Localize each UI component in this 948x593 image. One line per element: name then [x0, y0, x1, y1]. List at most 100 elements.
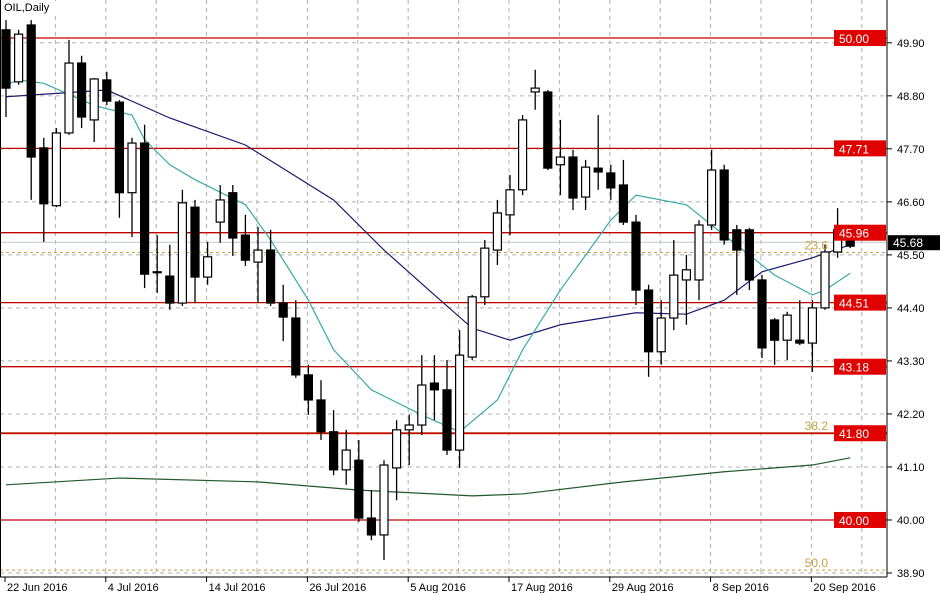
- level-label: 44.51: [839, 297, 869, 311]
- level-badge: [834, 425, 886, 442]
- candle-bear: [631, 221, 641, 291]
- candle-bear: [643, 289, 654, 353]
- candle-bull: [480, 247, 490, 298]
- moving-average-line: [5, 79, 851, 433]
- candle-bear: [140, 142, 150, 275]
- level-label: 41.80: [839, 427, 869, 441]
- level-badge: [834, 29, 886, 46]
- candle-bull: [417, 384, 427, 426]
- candle-bear: [316, 399, 326, 433]
- axes: [0, 0, 888, 578]
- candle-bear: [303, 374, 313, 401]
- candle-bear: [329, 431, 339, 471]
- candle-bull: [177, 202, 187, 304]
- x-tick-label: 4 Jul 2016: [108, 582, 159, 593]
- level-badge: [834, 294, 886, 311]
- candle-bull: [807, 307, 818, 344]
- candle-bear: [744, 229, 755, 281]
- candle-bull: [580, 166, 591, 198]
- candle-bear: [102, 79, 112, 102]
- y-tick-label: 44.40: [897, 303, 925, 315]
- level-badge: [834, 511, 886, 528]
- x-tick-label: 20 Sep 2016: [813, 582, 875, 593]
- y-tick-label: 49.90: [897, 38, 925, 50]
- candle-bear: [429, 382, 439, 391]
- x-tick-label: 26 Jul 2016: [309, 582, 366, 593]
- candle-bear: [228, 192, 238, 239]
- candle-bull: [455, 354, 465, 451]
- candle-bear: [266, 249, 276, 304]
- level-badge: [834, 140, 886, 157]
- level-label: 50.00: [839, 32, 869, 46]
- candle-bear: [732, 229, 742, 251]
- candle-bear: [114, 101, 125, 194]
- moving-average-line: [5, 89, 851, 341]
- x-tick-label: 5 Aug 2016: [410, 582, 466, 593]
- x-tick-label: 29 Aug 2016: [612, 582, 674, 593]
- grid: [0, 0, 887, 577]
- x-tick-label: 8 Sep 2016: [713, 582, 769, 593]
- fib-label: 38.2: [805, 419, 829, 433]
- fib-label: 23.6: [805, 238, 829, 252]
- candle-bull: [64, 62, 74, 134]
- candle-bull: [555, 156, 566, 166]
- candle-bull: [681, 269, 692, 281]
- y-tick-label: 38.90: [897, 568, 925, 580]
- candle-bear: [757, 279, 767, 349]
- candle-bear: [291, 317, 301, 376]
- candle-bear: [26, 24, 36, 158]
- candle-bear: [795, 339, 805, 344]
- y-tick-label: 47.70: [897, 144, 925, 156]
- candle-bear: [39, 147, 49, 205]
- candle-bull: [782, 314, 792, 341]
- candle-bull: [253, 249, 263, 263]
- candle-bear: [769, 319, 780, 341]
- y-tick-label: 48.80: [897, 91, 925, 103]
- candle-bear: [618, 184, 629, 223]
- y-tick-label: 40.00: [897, 515, 925, 527]
- candle-bull: [215, 199, 225, 223]
- candle-bear: [278, 302, 288, 318]
- candle-bear: [606, 172, 616, 189]
- candle-bear: [442, 389, 452, 451]
- candle-bull: [14, 33, 24, 83]
- candle-bear: [165, 275, 175, 304]
- candle-bull: [492, 212, 502, 251]
- chart-header-bg: [2, 1, 64, 14]
- y-tick-label: 41.10: [897, 462, 925, 474]
- moving-averages: [5, 79, 851, 497]
- current-price-label: 45.68: [893, 236, 923, 250]
- axis-labels: 38.90 40.00 41.10 42.20 43.30 44.40 45.50 46.60…: [4, 29, 940, 593]
- candle-bull: [669, 274, 679, 319]
- candle-bull: [505, 189, 515, 216]
- moving-average-line: [5, 457, 851, 497]
- y-tick-label: 46.60: [897, 197, 925, 209]
- candle-bear: [190, 206, 200, 278]
- level-badge: [834, 224, 886, 241]
- candle-bull: [706, 169, 717, 226]
- candle-bull: [341, 449, 351, 471]
- candle-bear: [354, 459, 364, 519]
- candle-bull: [820, 251, 830, 309]
- x-tick-label: 17 Aug 2016: [511, 582, 573, 593]
- candle-bull: [404, 424, 414, 431]
- level-label: 40.00: [839, 514, 869, 528]
- candle-bear: [1, 29, 11, 89]
- chart-header: OIL,Daily: [4, 2, 50, 14]
- candle-bull: [467, 296, 477, 358]
- candle-bull: [127, 142, 137, 194]
- candle-bear: [593, 167, 603, 173]
- y-tick-label: 45.50: [897, 250, 925, 262]
- level-label: 45.96: [839, 227, 869, 241]
- candle-bull: [89, 78, 99, 121]
- candle-bull: [51, 132, 62, 207]
- y-tick-label: 43.30: [897, 356, 925, 368]
- fib-label: 50.0: [805, 556, 829, 570]
- level-label: 47.71: [839, 142, 869, 156]
- y-tick-label: 42.20: [897, 409, 925, 421]
- candle-bull: [392, 429, 402, 469]
- candle-bear: [76, 62, 87, 118]
- candle-bull: [656, 317, 666, 353]
- candle-bear: [568, 156, 578, 199]
